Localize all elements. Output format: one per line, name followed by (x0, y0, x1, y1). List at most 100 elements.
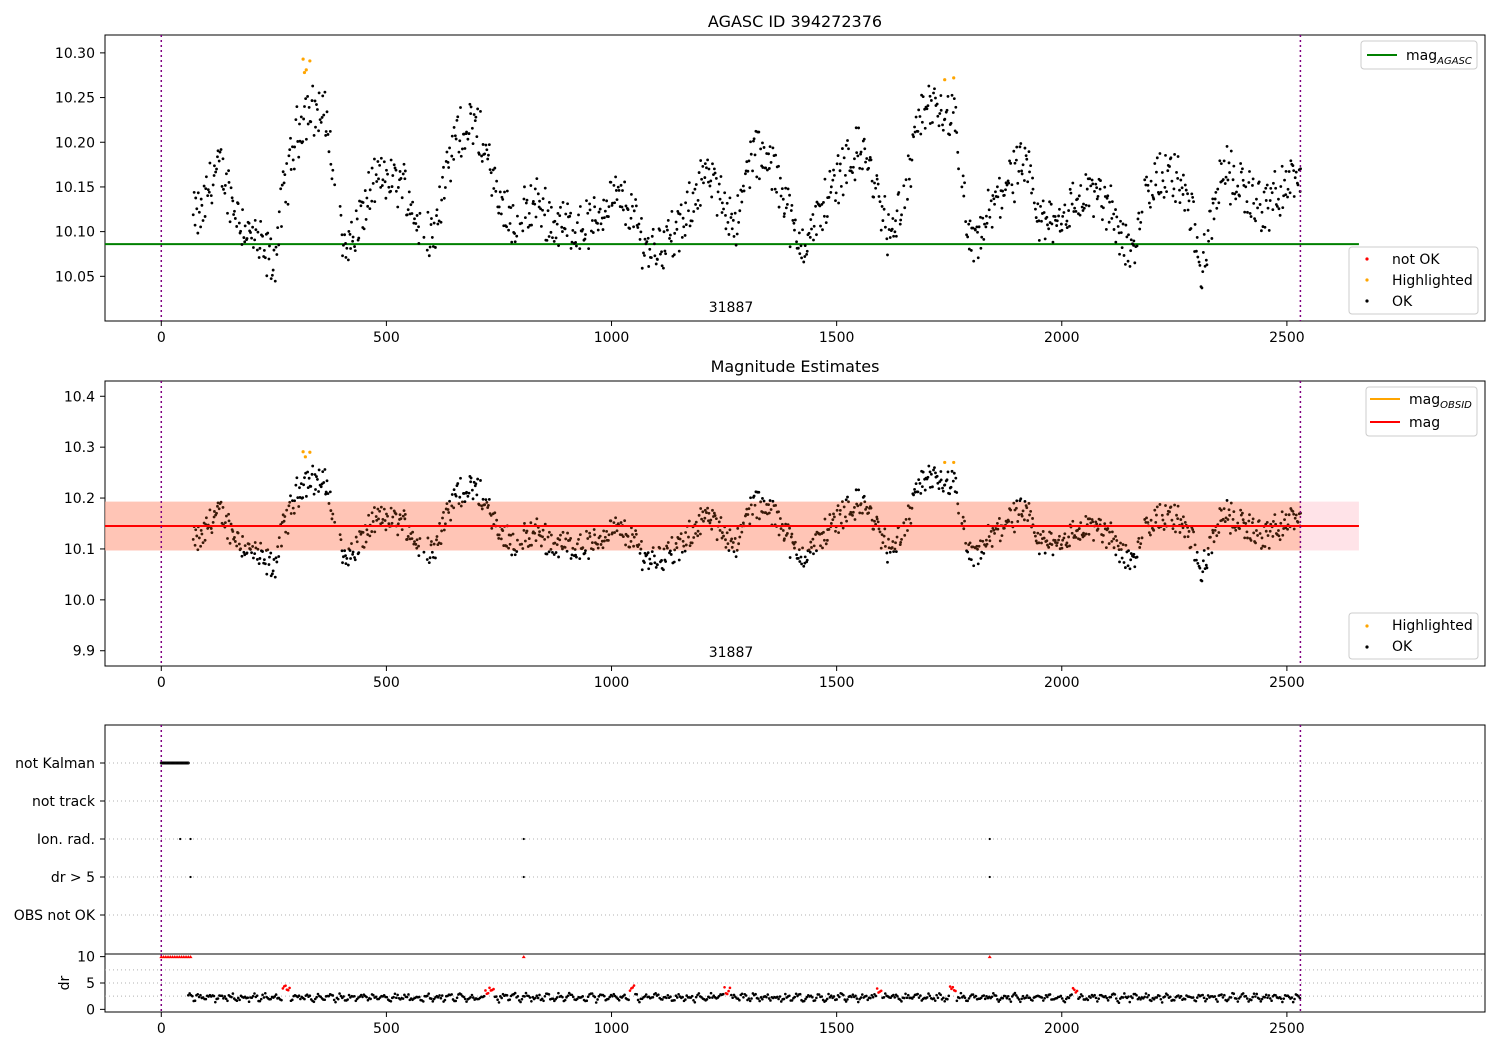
ok-point (1170, 179, 1174, 183)
ok-point (758, 177, 761, 181)
dr-point (1013, 991, 1017, 995)
ok-point (923, 488, 927, 492)
ok-point (980, 235, 984, 239)
ok-point (286, 531, 290, 535)
ok-point (213, 164, 216, 168)
ok-point (1042, 211, 1046, 214)
ok-point (972, 259, 976, 263)
dr-point (1267, 994, 1271, 997)
ok-point (1109, 184, 1113, 188)
ok-point (256, 230, 260, 234)
ok-point (643, 237, 647, 241)
dr-point (665, 996, 668, 1000)
dr-point (866, 998, 870, 1002)
ok-point (587, 557, 591, 561)
ok-point (588, 535, 592, 538)
ok-point (702, 181, 705, 185)
ok-point (1105, 196, 1109, 200)
x-tick-label: 1500 (819, 1021, 855, 1037)
ok-point (245, 551, 249, 555)
ok-point (368, 188, 372, 192)
dr-point (1017, 998, 1021, 1001)
ok-point (894, 550, 898, 553)
ok-point (745, 507, 749, 511)
ok-point (1221, 517, 1225, 521)
ok-point (1050, 222, 1054, 226)
ok-point (445, 150, 449, 154)
dr-point (551, 997, 555, 1000)
dr-point (657, 993, 660, 996)
ok-point (343, 233, 347, 237)
ok-point (703, 176, 707, 179)
ok-point (941, 123, 944, 127)
ok-point (761, 511, 765, 514)
legend-ok: OK (1392, 294, 1413, 310)
highlighted-point (952, 76, 956, 80)
ok-point (301, 140, 305, 144)
ok-point (907, 517, 911, 521)
ok-point (789, 209, 793, 212)
ok-point (1204, 563, 1208, 567)
ok-point (1095, 197, 1099, 201)
dr-point (1063, 1000, 1067, 1004)
dr-point (829, 994, 833, 998)
dr-point (900, 1000, 903, 1003)
dr-point (469, 995, 472, 999)
ok-point (1117, 231, 1121, 235)
dr-point (1254, 995, 1257, 998)
ok-point (867, 511, 870, 515)
ok-point (675, 546, 679, 550)
ok-point (561, 547, 564, 551)
ok-point (865, 505, 869, 509)
y-tick-label: 10.4 (64, 389, 95, 405)
ok-point (795, 553, 798, 557)
ok-point (330, 517, 334, 521)
ok-point (706, 158, 710, 162)
ok-point (325, 110, 329, 114)
ok-point (696, 534, 700, 538)
ok-point (1258, 203, 1262, 206)
ok-point (361, 201, 365, 204)
ok-point (1196, 562, 1200, 565)
ok-point (634, 204, 638, 208)
ok-point (1019, 497, 1023, 501)
ok-point (557, 555, 560, 559)
ok-point (1088, 177, 1092, 181)
ok-point (1107, 542, 1111, 545)
dr-point (520, 997, 524, 1001)
y-tick-label: 9.9 (73, 644, 95, 660)
ok-point (808, 550, 812, 554)
ok-point (774, 153, 778, 157)
ok-point (508, 542, 512, 546)
ok-point (762, 499, 766, 503)
ok-point (1286, 187, 1290, 191)
ok-point (921, 470, 925, 474)
ok-point (426, 210, 430, 214)
dr-point (932, 997, 936, 1000)
ok-point (1034, 534, 1037, 538)
ok-point (227, 512, 230, 516)
dr-point (979, 996, 983, 1000)
ok-point (204, 175, 208, 179)
ok-point (862, 494, 866, 498)
ok-point (208, 508, 212, 512)
ok-point (642, 251, 645, 255)
ok-point (564, 212, 568, 216)
ok-point (534, 539, 538, 543)
ok-point (560, 225, 564, 229)
ok-point (485, 148, 489, 152)
ok-point (1115, 539, 1119, 542)
ok-point (1119, 541, 1122, 545)
ok-point (943, 483, 947, 487)
dr-point (1244, 994, 1248, 998)
ok-point (651, 546, 655, 550)
ok-point (916, 129, 920, 133)
ok-point (1110, 216, 1114, 220)
ok-point (1065, 541, 1069, 545)
ok-point (788, 193, 791, 197)
ok-point (1112, 537, 1116, 541)
ok-point (998, 539, 1002, 543)
dr-point (1146, 995, 1149, 999)
dr-point (804, 997, 807, 1001)
dr-point (1232, 992, 1236, 996)
